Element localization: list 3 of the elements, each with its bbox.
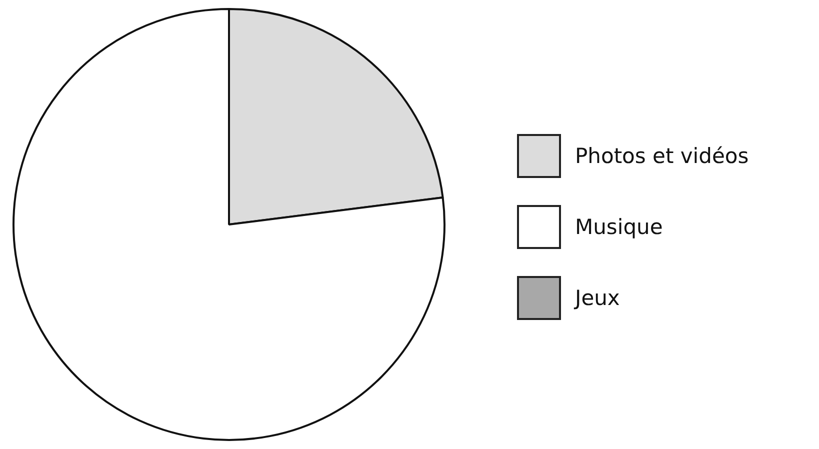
legend-label: Photos et vidéos xyxy=(575,144,749,168)
slice-label: Musique xyxy=(575,215,663,239)
legend-label: Jeux xyxy=(575,286,620,310)
